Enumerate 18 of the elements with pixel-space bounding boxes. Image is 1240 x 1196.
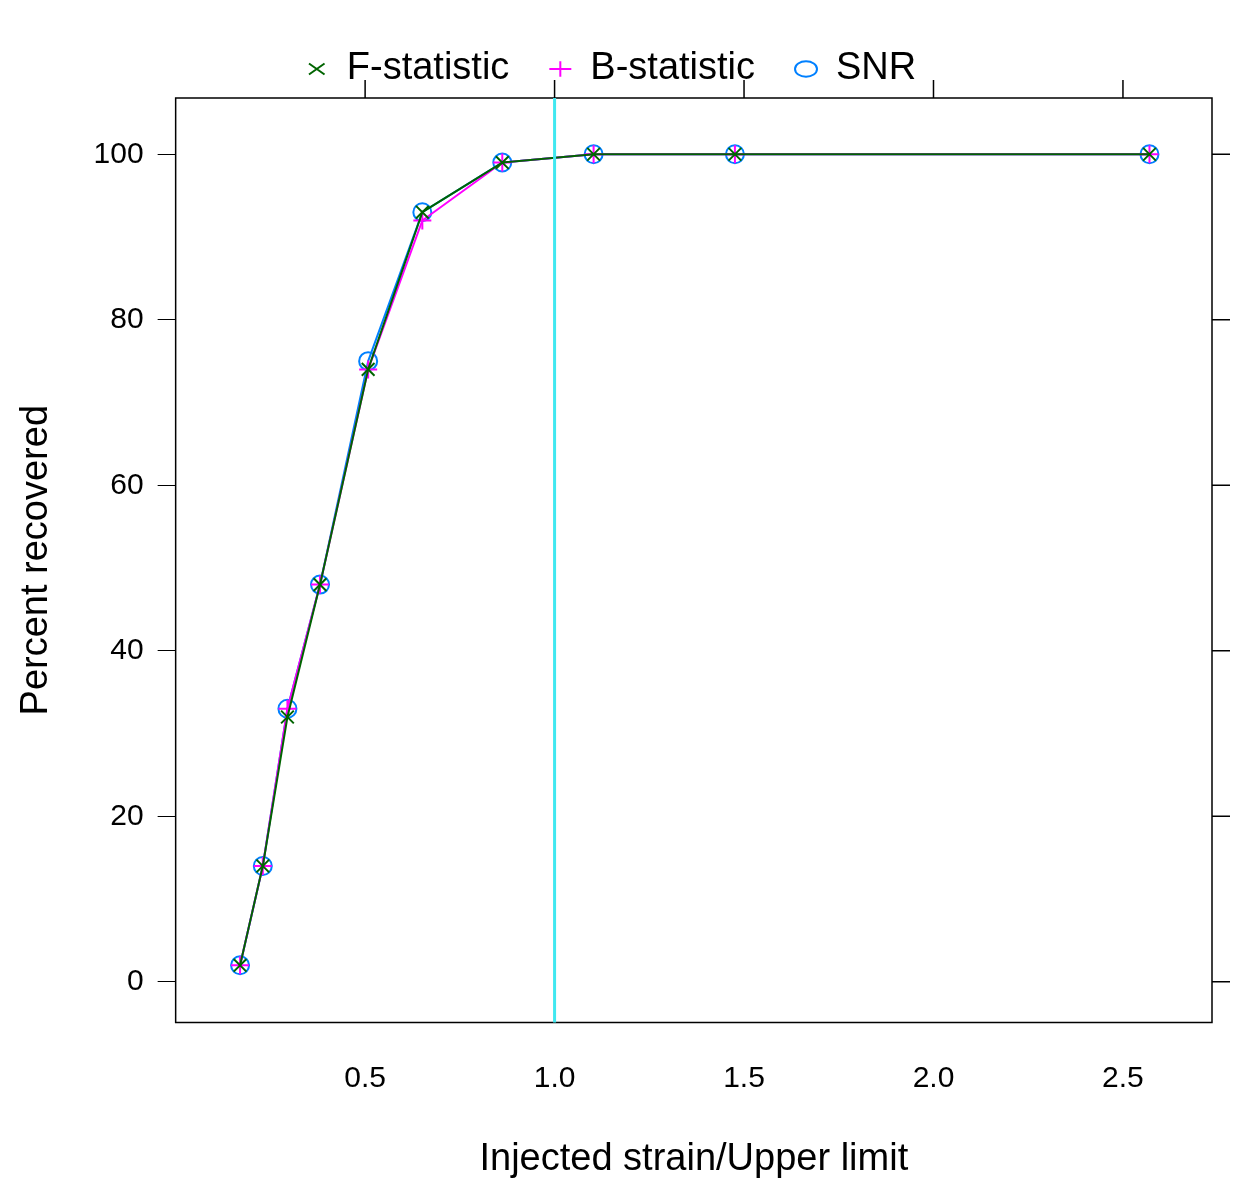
x-tick-label: 1.5 — [723, 1059, 765, 1093]
y-tick-label: 60 — [110, 466, 144, 500]
y-tick-label: 100 — [93, 135, 144, 169]
legend-label: SNR — [836, 45, 917, 88]
legend-label: B-statistic — [590, 45, 756, 88]
y-tick-label: 0 — [126, 963, 144, 997]
point — [358, 351, 379, 372]
y-tick-label: 20 — [110, 797, 144, 831]
y-axis-title: Percent recovered — [13, 404, 56, 716]
x-tick-label: 0.5 — [344, 1059, 386, 1093]
point — [280, 709, 295, 725]
y-tick-label: 40 — [110, 632, 144, 666]
x-tick-label: 1.0 — [533, 1059, 576, 1093]
y-tick-label: 80 — [110, 301, 144, 335]
x-tick-label: 2.0 — [912, 1059, 955, 1093]
x-axis-title: Injected strain/Upper limit — [479, 1135, 909, 1178]
legend-label: F-statistic — [346, 45, 510, 88]
x-tick-label: 2.5 — [1102, 1059, 1144, 1093]
